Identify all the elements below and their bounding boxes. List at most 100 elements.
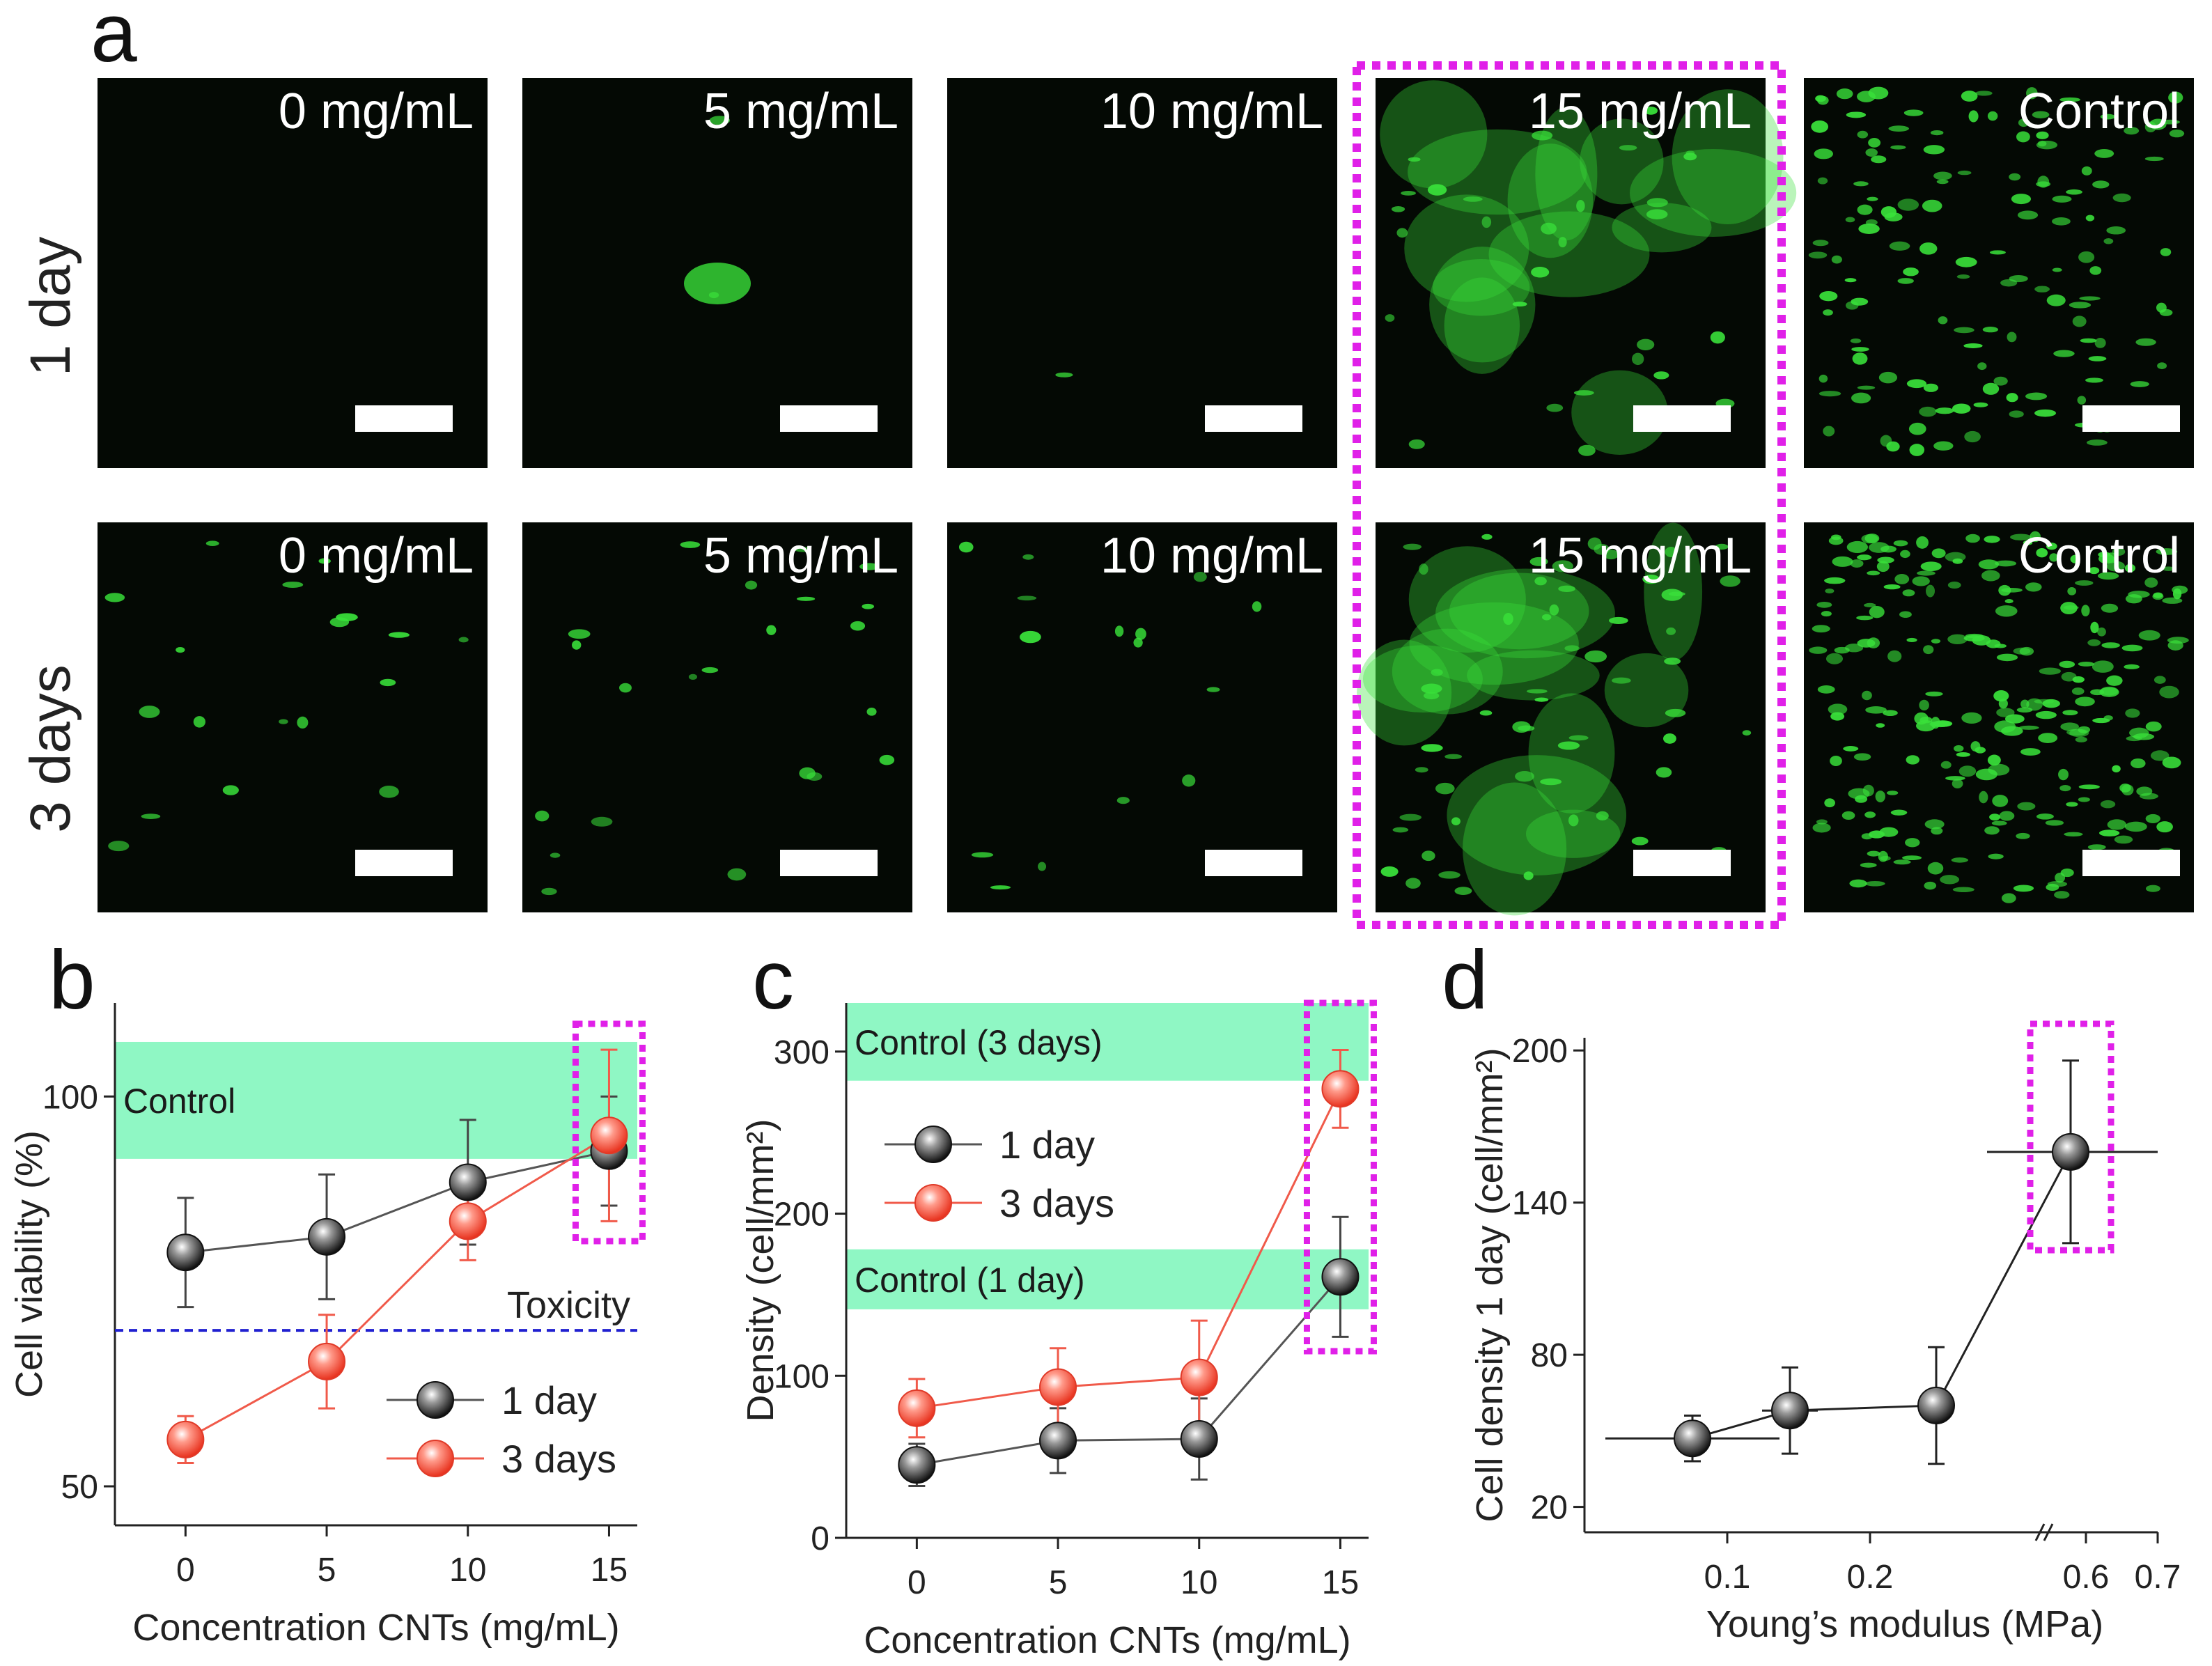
cell [2160,248,2172,256]
cell [2112,193,2131,203]
cell [1817,95,1829,105]
cell [2167,637,2189,644]
cell [1812,625,1830,633]
cell [2077,396,2087,405]
cell [2038,733,2058,743]
cell [1816,602,1832,608]
cell [1933,441,1954,451]
legend-marker [416,1440,454,1477]
cell [141,813,161,819]
data-point [1180,1420,1218,1458]
cell [2130,381,2149,387]
cell [1856,615,1874,621]
cell [1920,561,1942,572]
cell [282,582,304,588]
cell [1828,703,1848,715]
cell [1022,554,1034,560]
cell [727,868,747,881]
cell [2052,195,2072,203]
cell [1206,687,1220,692]
cell [1978,559,2000,570]
cell [1993,690,2009,702]
cell-cluster [1362,645,1483,713]
cell [2075,696,2095,707]
cell [1961,91,1978,102]
y-tick-label: 80 [1531,1337,1568,1374]
cell [1853,181,1869,187]
cell [1860,862,1877,868]
cell [1924,881,1937,890]
cell [2094,148,2114,158]
cell [1576,199,1585,212]
cell [205,540,219,547]
cell-cluster [1429,247,1536,363]
cell [1851,297,1869,306]
data-point [449,1202,487,1240]
y-tick-label: 140 [1512,1185,1568,1222]
cell [1252,601,1262,612]
cell [1399,813,1422,821]
x-tick-label: 0.6 [2063,1559,2110,1596]
cell [1603,550,1619,560]
toxicity-label: Toxicity [507,1284,630,1326]
cell [1546,403,1564,412]
cell [2124,664,2140,669]
cell [1811,120,1829,133]
cell [2153,676,2166,684]
micrograph-1day-1: 5 mg/mL [522,78,912,468]
cell [2069,302,2092,309]
cell [1644,107,1658,115]
cell [1419,563,1428,575]
cell [1849,879,1867,888]
cell [2085,215,2095,221]
cell [866,708,877,716]
cell [318,558,331,564]
cell [688,674,697,680]
cell [1991,820,2007,826]
micrograph-background [98,78,488,468]
cell [1906,637,1917,643]
cell [1422,850,1435,862]
concentration-label: 15 mg/mL [1529,528,1752,584]
x-tick-label: 0.7 [2135,1559,2181,1596]
cell [1876,561,1890,573]
cell [2128,591,2150,598]
cell [1867,850,1880,857]
cell [297,716,309,729]
cell [2079,296,2101,301]
data-point [1321,1070,1360,1108]
cell [1133,637,1143,648]
cell [1809,646,1828,654]
micrograph-background [947,78,1337,468]
cell [2078,784,2100,790]
cell [1857,554,1872,561]
cell [1889,241,1910,251]
cell [1851,392,1871,404]
cell [2018,725,2039,730]
cell [1542,614,1552,621]
micrograph-1day-0: 0 mg/mL [98,78,488,468]
cell [2009,274,2028,283]
cell [1742,730,1752,736]
cell [1408,157,1421,162]
cell [1817,685,1835,694]
micrograph-background [1376,78,1766,468]
cell [1912,576,1930,586]
cell [619,683,632,693]
data-point [898,1446,936,1484]
cell [336,613,358,621]
cell [1890,145,1906,150]
cell [1818,391,1841,397]
cell [1808,251,1828,259]
cell [535,810,550,822]
cell [1963,343,1983,348]
cell [222,785,239,795]
cell [2098,830,2120,836]
cell [1568,735,1589,741]
cell [1612,677,1631,684]
cell [1380,866,1399,877]
cell [1867,570,1880,576]
cell [2009,410,2024,418]
cell [1568,814,1579,827]
cell [1817,177,1828,185]
